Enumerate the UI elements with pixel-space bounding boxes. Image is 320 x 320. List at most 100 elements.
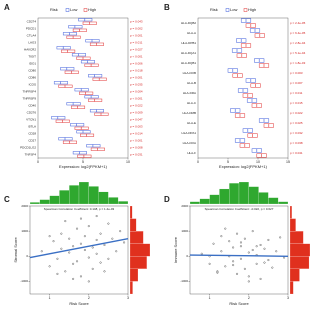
point	[115, 250, 118, 253]
point	[52, 240, 55, 243]
p-value: p = 0.014	[130, 131, 143, 135]
correlation-title: Spearman Correlation Coefficient: -0.022…	[205, 207, 274, 211]
x-histogram-bar	[238, 181, 249, 205]
point	[83, 249, 86, 251]
category-label: HLA-A	[187, 31, 196, 35]
x-histogram-bar	[39, 199, 50, 205]
category-label: CD28	[28, 131, 36, 135]
x-histogram-bar	[278, 201, 289, 205]
point	[79, 217, 82, 220]
box	[80, 133, 95, 137]
panel-label: C	[4, 195, 10, 204]
box	[70, 123, 85, 127]
category-label: HAVCR2	[24, 47, 36, 51]
box	[74, 126, 89, 130]
p-value: p = 0.007	[290, 81, 303, 85]
category-label: CTLA4	[27, 33, 37, 37]
x-tick-label: 0	[197, 160, 199, 164]
point	[247, 275, 250, 278]
y-histogram-bar	[129, 281, 133, 295]
x-histogram-bar	[108, 197, 119, 205]
point	[56, 272, 59, 275]
point	[79, 275, 82, 278]
x-tick-label: 1	[209, 296, 211, 300]
category-label: BTLA	[28, 124, 36, 128]
box	[60, 67, 75, 71]
p-value: p = 0.022	[130, 103, 143, 107]
point	[255, 262, 258, 265]
point	[95, 238, 98, 241]
category-label: HLA-DOB	[183, 71, 196, 75]
y-histogram-bar	[129, 268, 139, 282]
category-label: HLA-DPA1	[182, 131, 197, 135]
y-tick-label: 0	[26, 254, 28, 258]
box	[89, 109, 104, 113]
x-tick-label: 10	[126, 160, 130, 164]
point	[60, 232, 63, 235]
box	[53, 81, 68, 85]
box	[78, 18, 93, 22]
point	[283, 256, 286, 259]
point	[103, 243, 106, 246]
box	[94, 112, 109, 116]
y-histogram-bar	[289, 218, 296, 232]
box	[89, 42, 104, 46]
box	[64, 70, 79, 74]
box	[76, 130, 91, 134]
box	[72, 151, 87, 155]
p-value: p = 0.009	[130, 110, 143, 114]
category-label: HLA-DQA1	[181, 51, 196, 55]
x-histogram-bar	[209, 194, 220, 205]
x-tick-label: 1	[49, 296, 51, 300]
p-value: p = 5.1e-04	[290, 51, 306, 55]
box	[55, 119, 70, 123]
point	[103, 270, 106, 273]
point	[83, 235, 86, 238]
y-tick-label: 0	[186, 254, 188, 258]
p-value: p = 0.038	[290, 141, 303, 145]
y-histogram-bar	[289, 243, 311, 257]
x-tick-label: 5	[82, 160, 84, 164]
point	[216, 270, 219, 273]
x-histogram-bar	[78, 181, 89, 205]
category-label: HLA-DMB	[182, 111, 196, 115]
plot-frame	[197, 17, 289, 159]
box	[92, 77, 107, 81]
box	[84, 95, 99, 99]
x-tick-label: 15	[286, 160, 290, 164]
point	[72, 262, 75, 265]
point	[251, 230, 254, 233]
x-tick-label: 2	[88, 296, 90, 300]
x-histogram-bar	[199, 198, 210, 205]
y-histogram-bar	[129, 231, 144, 244]
y-histogram-bar	[129, 205, 133, 219]
x-axis-label: Expression: log2(FPKM+1)	[219, 164, 268, 169]
plot-frame	[189, 205, 289, 295]
box	[90, 147, 105, 151]
box	[71, 105, 86, 109]
x-axis-label: Risk Score	[229, 301, 249, 306]
x-histogram-bar	[29, 202, 40, 205]
y-histogram-bar	[289, 256, 310, 269]
point	[48, 235, 51, 238]
category-label: HLA-B	[187, 81, 196, 85]
fit-line	[189, 254, 289, 257]
category-label: HLA-DOA	[183, 141, 196, 145]
y-tick-label: 2000	[181, 204, 188, 208]
point	[107, 222, 110, 225]
category-label: ICOS	[29, 82, 36, 86]
category-label: CD40	[28, 103, 36, 107]
p-value: p = 2.8e-04	[290, 41, 306, 45]
legend-swatch	[83, 8, 88, 12]
point	[76, 227, 79, 230]
p-value: p = 0.025	[290, 121, 303, 125]
y-axis-label: Stromal Score	[13, 237, 18, 263]
point	[232, 260, 235, 263]
point	[259, 277, 262, 280]
box	[84, 63, 99, 67]
p-value: p < 0.001	[130, 33, 143, 37]
box	[61, 49, 76, 53]
point	[64, 270, 67, 273]
point	[224, 265, 227, 268]
box	[85, 39, 100, 43]
